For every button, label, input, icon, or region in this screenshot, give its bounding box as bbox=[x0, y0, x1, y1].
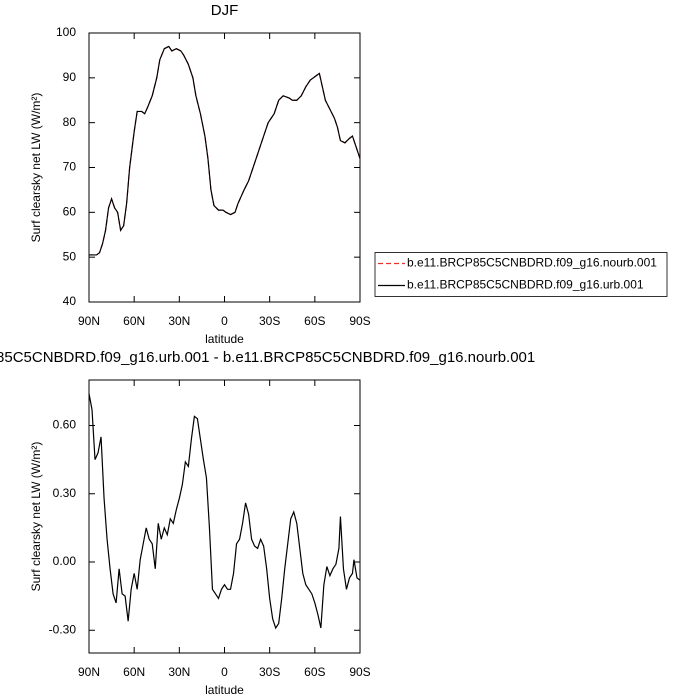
y-tick-label: 100 bbox=[56, 25, 76, 39]
x-tick-label: 90S bbox=[349, 314, 370, 328]
y-tick-label: 40 bbox=[63, 294, 77, 308]
x-tick-label: 30S bbox=[259, 314, 280, 328]
x-tick-label: 90S bbox=[349, 665, 370, 679]
y-tick-label: 0.30 bbox=[53, 486, 77, 500]
y-tick-label: 70 bbox=[63, 160, 77, 174]
data-line bbox=[89, 45, 361, 256]
chart-title: DJF bbox=[211, 2, 239, 19]
x-tick-label: 0 bbox=[221, 665, 228, 679]
y-tick-label: -0.30 bbox=[49, 622, 77, 636]
x-axis-label: latitude bbox=[205, 683, 244, 697]
x-tick-label: 60N bbox=[123, 314, 145, 328]
x-tick-label: 90N bbox=[78, 665, 100, 679]
y-tick-label: 80 bbox=[63, 115, 77, 129]
y-tick-label: 50 bbox=[63, 249, 77, 263]
legend-label: b.e11.BRCP85C5CNBDRD.f09_g16.urb.001 bbox=[407, 278, 644, 292]
y-tick-label: 90 bbox=[63, 70, 77, 84]
x-tick-label: 60N bbox=[123, 665, 145, 679]
x-axis-label: latitude bbox=[205, 332, 244, 346]
x-tick-label: 30N bbox=[168, 665, 190, 679]
chart-title: b.e11.BRCP85C5CNBDRD.f09_g16.urb.001 - b… bbox=[0, 349, 535, 366]
y-tick-label: 60 bbox=[63, 205, 77, 219]
x-tick-label: 60S bbox=[304, 665, 325, 679]
legend-box bbox=[374, 252, 668, 297]
y-tick-label: 0.00 bbox=[53, 554, 77, 568]
data-line bbox=[88, 393, 361, 630]
y-tick-label: 0.60 bbox=[53, 418, 77, 432]
y-axis-label: Surf clearsky net LW (W/m²) bbox=[29, 93, 43, 243]
legend-label: b.e11.BRCP85C5CNBDRD.f09_g16.nourb.001 bbox=[407, 256, 657, 270]
x-tick-label: 0 bbox=[221, 314, 228, 328]
plot-frame bbox=[88, 379, 361, 654]
x-tick-label: 30S bbox=[259, 665, 280, 679]
x-tick-label: 30N bbox=[168, 314, 190, 328]
data-line bbox=[89, 45, 361, 256]
y-axis-label: Surf clearsky net LW (W/m²) bbox=[29, 442, 43, 592]
x-tick-label: 60S bbox=[304, 314, 325, 328]
x-tick-label: 90N bbox=[78, 314, 100, 328]
